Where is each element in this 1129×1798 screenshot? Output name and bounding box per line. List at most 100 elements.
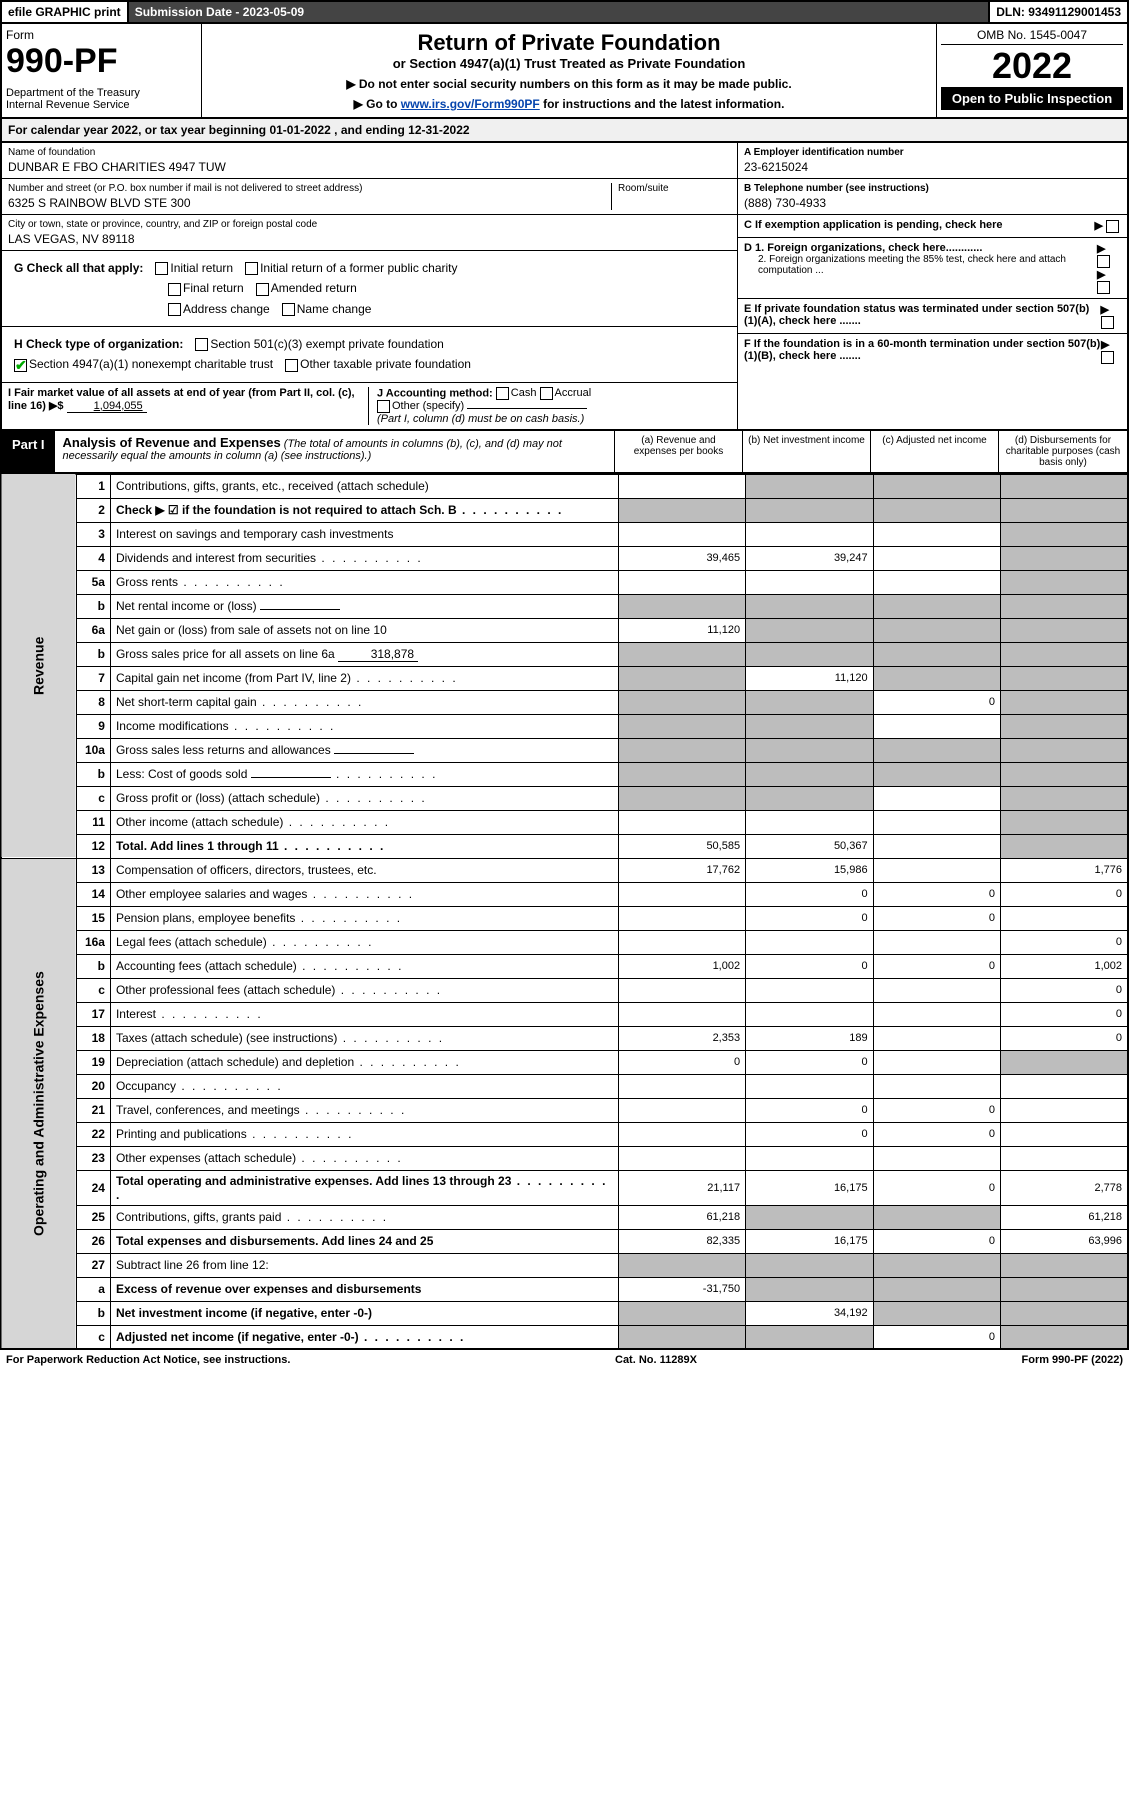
chk-d1[interactable]: ▶ [1097, 243, 1112, 267]
cell-shaded [1000, 618, 1128, 642]
table-row: 19Depreciation (attach schedule) and dep… [1, 1050, 1128, 1074]
chk-other-taxable[interactable]: Other taxable private foundation [285, 357, 471, 371]
line-desc: Gross rents [110, 570, 618, 594]
chk-4947[interactable]: Section 4947(a)(1) nonexempt charitable … [14, 357, 273, 371]
dln: DLN: 93491129001453 [990, 2, 1127, 22]
line-number: c [77, 1325, 111, 1349]
entity-right: A Employer identification number 23-6215… [737, 143, 1127, 429]
chk-initial-former[interactable]: Initial return of a former public charit… [245, 261, 457, 275]
chk-f[interactable]: ▶ [1101, 338, 1121, 364]
cell-shaded [746, 690, 874, 714]
table-row: cAdjusted net income (if negative, enter… [1, 1325, 1128, 1349]
header-center: Return of Private Foundation or Section … [202, 24, 937, 117]
chk-cash[interactable]: Cash [496, 387, 537, 399]
line-desc: Interest [110, 1002, 618, 1026]
cell-shaded [873, 618, 1000, 642]
cell-value: 0 [1000, 1002, 1128, 1026]
cell-value [873, 978, 1000, 1002]
line-number: 1 [77, 474, 111, 498]
cell-value [618, 1122, 746, 1146]
cell-shaded [1000, 642, 1128, 666]
chk-other-method[interactable]: Other (specify) [377, 400, 464, 412]
cell-value: -31,750 [618, 1277, 746, 1301]
col-d-header: (d) Disbursements for charitable purpose… [999, 431, 1127, 472]
table-row: bAccounting fees (attach schedule)1,0020… [1, 954, 1128, 978]
irs-link[interactable]: www.irs.gov/Form990PF [401, 97, 540, 111]
cell-value [873, 858, 1000, 882]
inline-field [251, 777, 331, 778]
line-number: 8 [77, 690, 111, 714]
chk-c[interactable]: ▶ [1094, 219, 1121, 233]
cell-value [618, 1098, 746, 1122]
cell-value: 0 [873, 1229, 1000, 1253]
cell-value: 15,986 [746, 858, 874, 882]
header-right: OMB No. 1545-0047 2022 Open to Public In… [937, 24, 1127, 117]
line-number: 5a [77, 570, 111, 594]
line-number: b [77, 954, 111, 978]
line-desc: Gross sales price for all assets on line… [110, 642, 618, 666]
cell-value [1000, 906, 1128, 930]
cell-value: 0 [1000, 1026, 1128, 1050]
cell-shaded [746, 1277, 874, 1301]
other-specify-field [467, 408, 587, 409]
cell-shaded [746, 594, 874, 618]
chk-final-return[interactable]: Final return [168, 281, 244, 295]
line-number: 2 [77, 498, 111, 522]
line-number: 9 [77, 714, 111, 738]
cell-value [873, 1026, 1000, 1050]
part1-desc: Analysis of Revenue and Expenses (The to… [55, 431, 615, 472]
col-b-header: (b) Net investment income [743, 431, 871, 472]
line-desc: Income modifications [110, 714, 618, 738]
cell-shaded [1000, 1301, 1128, 1325]
line-desc: Total expenses and disbursements. Add li… [110, 1229, 618, 1253]
cell-value: 50,585 [618, 834, 746, 858]
phone-cell: B Telephone number (see instructions) (8… [738, 179, 1127, 215]
line-desc: Printing and publications [110, 1122, 618, 1146]
line-number: 22 [77, 1122, 111, 1146]
table-row: 6aNet gain or (loss) from sale of assets… [1, 618, 1128, 642]
chk-e[interactable]: ▶ [1101, 303, 1121, 329]
chk-accrual[interactable]: Accrual [540, 387, 592, 399]
line-number: 11 [77, 810, 111, 834]
line-number: c [77, 978, 111, 1002]
h-label: H Check type of organization: [14, 337, 183, 351]
side-label: Revenue [1, 474, 77, 858]
chk-amended-return[interactable]: Amended return [256, 281, 357, 295]
cell-value [1000, 1098, 1128, 1122]
table-row: 9Income modifications [1, 714, 1128, 738]
cell-shaded [746, 762, 874, 786]
line-desc: Taxes (attach schedule) (see instruction… [110, 1026, 618, 1050]
top-bar: efile GRAPHIC print Submission Date - 20… [0, 0, 1129, 24]
chk-initial-return[interactable]: Initial return [155, 261, 233, 275]
chk-d2[interactable]: ▶ [1097, 269, 1112, 293]
j-label: J Accounting method: [377, 387, 493, 399]
line-desc: Occupancy [110, 1074, 618, 1098]
table-row: 8Net short-term capital gain0 [1, 690, 1128, 714]
i-value: 1,094,055 [67, 400, 147, 413]
cell-value: 16,175 [746, 1170, 874, 1205]
form-subtitle: or Section 4947(a)(1) Trust Treated as P… [208, 56, 930, 71]
line-number: 15 [77, 906, 111, 930]
cell-shaded [873, 642, 1000, 666]
cell-value: 61,218 [618, 1205, 746, 1229]
cell-shaded [1000, 474, 1128, 498]
cell-value: 0 [873, 690, 1000, 714]
chk-address-change[interactable]: Address change [168, 302, 270, 316]
line-desc: Interest on savings and temporary cash i… [110, 522, 618, 546]
table-row: 24Total operating and administrative exp… [1, 1170, 1128, 1205]
f-row: F If the foundation is in a 60-month ter… [738, 334, 1127, 368]
cell-value [873, 1002, 1000, 1026]
cell-value: 50,367 [746, 834, 874, 858]
cell-value: 0 [873, 882, 1000, 906]
line-number: 4 [77, 546, 111, 570]
cell-shaded [746, 618, 874, 642]
cell-value: 0 [746, 1122, 874, 1146]
chk-name-change[interactable]: Name change [282, 302, 372, 316]
chk-501c3[interactable]: Section 501(c)(3) exempt private foundat… [195, 337, 443, 351]
line-desc: Net rental income or (loss) [110, 594, 618, 618]
cell-value [1000, 1146, 1128, 1170]
line-number: 14 [77, 882, 111, 906]
cell-shaded [746, 786, 874, 810]
cell-value: 1,776 [1000, 858, 1128, 882]
j-note: (Part I, column (d) must be on cash basi… [377, 413, 584, 425]
